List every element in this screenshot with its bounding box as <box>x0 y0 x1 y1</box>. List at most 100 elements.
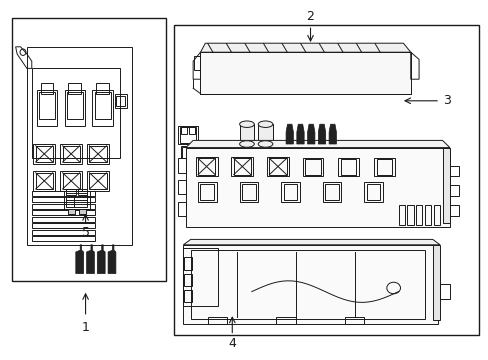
Ellipse shape <box>258 141 272 147</box>
Bar <box>178 202 185 216</box>
Bar <box>32 223 95 228</box>
Bar <box>62 173 80 189</box>
Bar <box>37 90 57 126</box>
Bar <box>276 317 295 324</box>
Bar <box>190 250 425 319</box>
Bar <box>60 144 82 164</box>
Bar <box>364 182 382 202</box>
Bar <box>68 209 75 214</box>
Bar <box>281 182 299 202</box>
Text: 5: 5 <box>81 226 89 239</box>
Polygon shape <box>296 124 304 144</box>
Polygon shape <box>97 245 105 274</box>
Bar <box>60 171 82 191</box>
Bar <box>67 92 82 119</box>
Text: 2: 2 <box>306 10 314 23</box>
Bar <box>63 191 90 209</box>
Bar <box>398 205 404 225</box>
Bar <box>325 184 338 200</box>
Bar <box>92 90 113 126</box>
Bar <box>41 83 53 94</box>
Bar <box>302 158 323 176</box>
Bar <box>39 92 55 119</box>
Bar <box>189 127 195 134</box>
Bar <box>32 217 95 222</box>
Bar <box>183 245 437 324</box>
Bar <box>239 124 254 144</box>
Bar <box>193 56 199 70</box>
Polygon shape <box>328 124 336 144</box>
Bar <box>32 204 95 209</box>
Bar <box>376 159 391 175</box>
Bar <box>32 210 95 215</box>
Bar <box>189 147 194 158</box>
Bar <box>32 197 95 202</box>
Bar <box>258 124 272 144</box>
Bar <box>180 127 196 143</box>
Bar <box>66 189 76 195</box>
Bar <box>87 171 109 191</box>
Bar <box>178 126 198 144</box>
Bar <box>12 18 166 281</box>
Bar <box>449 205 458 216</box>
Bar <box>68 83 81 94</box>
Bar <box>449 185 458 196</box>
Bar <box>181 127 186 134</box>
Polygon shape <box>185 140 449 148</box>
Bar <box>79 209 85 214</box>
Bar <box>184 274 191 286</box>
Bar <box>242 184 255 200</box>
Bar <box>338 158 358 176</box>
Bar <box>115 94 127 108</box>
Bar <box>181 146 194 158</box>
Bar <box>95 92 110 119</box>
Polygon shape <box>86 245 94 274</box>
Bar <box>33 171 55 191</box>
Bar <box>200 184 214 200</box>
Bar <box>33 144 55 164</box>
Bar <box>32 230 95 235</box>
Bar <box>231 157 253 176</box>
Bar <box>233 158 250 175</box>
Bar <box>32 68 120 158</box>
Bar <box>96 83 108 94</box>
Bar <box>269 158 286 175</box>
Polygon shape <box>318 124 325 144</box>
Bar <box>344 317 364 324</box>
Bar <box>449 166 458 176</box>
Bar <box>433 205 439 225</box>
Bar <box>182 147 187 158</box>
Bar <box>322 182 341 202</box>
Bar <box>266 157 288 176</box>
Bar <box>439 284 449 299</box>
Bar <box>340 159 356 175</box>
Bar <box>184 257 191 270</box>
Bar <box>32 191 95 196</box>
Bar <box>36 146 53 162</box>
Bar <box>32 236 95 241</box>
Bar <box>89 173 106 189</box>
Text: 4: 4 <box>228 337 236 350</box>
Bar <box>283 184 297 200</box>
Bar <box>207 317 227 324</box>
Bar <box>305 159 320 175</box>
Bar <box>78 189 87 195</box>
Text: 1: 1 <box>81 321 89 334</box>
Ellipse shape <box>258 121 272 127</box>
Bar <box>185 148 449 227</box>
Bar <box>36 173 53 189</box>
Bar <box>407 205 413 225</box>
Ellipse shape <box>239 141 254 147</box>
Polygon shape <box>108 245 116 274</box>
Bar <box>27 47 132 245</box>
Bar <box>424 205 430 225</box>
Bar <box>116 96 125 106</box>
Bar <box>178 180 185 194</box>
Ellipse shape <box>239 121 254 127</box>
Bar <box>87 144 109 164</box>
Bar <box>198 158 215 175</box>
Polygon shape <box>432 245 439 320</box>
Bar <box>173 25 478 335</box>
Polygon shape <box>76 245 83 274</box>
Text: 3: 3 <box>443 94 450 107</box>
